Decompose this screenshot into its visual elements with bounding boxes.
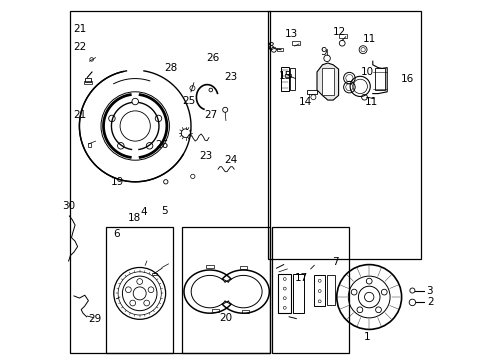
- Text: 4: 4: [141, 207, 147, 217]
- Bar: [152, 273, 157, 275]
- Text: 27: 27: [204, 110, 218, 120]
- Text: 26: 26: [206, 53, 219, 63]
- Text: 10: 10: [361, 67, 374, 77]
- Text: 8: 8: [267, 42, 273, 52]
- Bar: [327, 275, 335, 305]
- Text: 19: 19: [111, 177, 124, 187]
- Text: 5: 5: [161, 206, 167, 216]
- Bar: [242, 310, 249, 313]
- Bar: [212, 309, 219, 312]
- Bar: [278, 274, 291, 313]
- Text: 9: 9: [320, 47, 327, 57]
- Text: 15: 15: [279, 71, 292, 81]
- Text: 11: 11: [363, 34, 376, 44]
- Text: 16: 16: [400, 74, 414, 84]
- Bar: [106, 227, 173, 353]
- Bar: [281, 67, 289, 91]
- Bar: [182, 227, 270, 353]
- Text: 1: 1: [364, 332, 371, 342]
- Bar: [85, 78, 91, 82]
- Text: 28: 28: [165, 63, 178, 73]
- Text: 7: 7: [332, 257, 338, 267]
- Bar: [325, 72, 332, 76]
- Text: 22: 22: [73, 42, 86, 52]
- Bar: [290, 68, 295, 90]
- Text: 21: 21: [73, 24, 86, 34]
- Text: 30: 30: [62, 201, 75, 211]
- Bar: [277, 48, 283, 51]
- Text: 17: 17: [294, 273, 308, 283]
- Text: 3: 3: [426, 285, 433, 296]
- Bar: [88, 143, 91, 147]
- Text: 14: 14: [299, 96, 312, 107]
- Bar: [314, 275, 325, 306]
- Text: 21: 21: [73, 110, 86, 120]
- Text: 29: 29: [89, 314, 102, 324]
- Text: 24: 24: [225, 155, 238, 165]
- Bar: [285, 74, 291, 77]
- Text: 6: 6: [113, 229, 120, 239]
- Text: 23: 23: [224, 72, 237, 82]
- Bar: [240, 266, 247, 269]
- Text: 2: 2: [427, 297, 434, 307]
- Polygon shape: [322, 68, 334, 95]
- Bar: [269, 11, 421, 259]
- Bar: [339, 34, 346, 38]
- Bar: [292, 41, 300, 45]
- Bar: [71, 11, 270, 353]
- Text: 18: 18: [127, 213, 141, 223]
- Bar: [206, 265, 214, 268]
- Bar: [294, 274, 303, 313]
- Text: 26: 26: [156, 140, 169, 150]
- Polygon shape: [317, 63, 339, 100]
- Text: 25: 25: [183, 96, 196, 106]
- Text: 20: 20: [220, 312, 232, 323]
- Text: 11: 11: [365, 96, 378, 107]
- Text: 13: 13: [285, 29, 298, 39]
- Bar: [272, 227, 349, 353]
- Bar: [307, 90, 317, 94]
- Bar: [374, 68, 386, 90]
- Text: 23: 23: [199, 150, 212, 161]
- Text: 12: 12: [333, 27, 346, 37]
- Bar: [84, 81, 92, 84]
